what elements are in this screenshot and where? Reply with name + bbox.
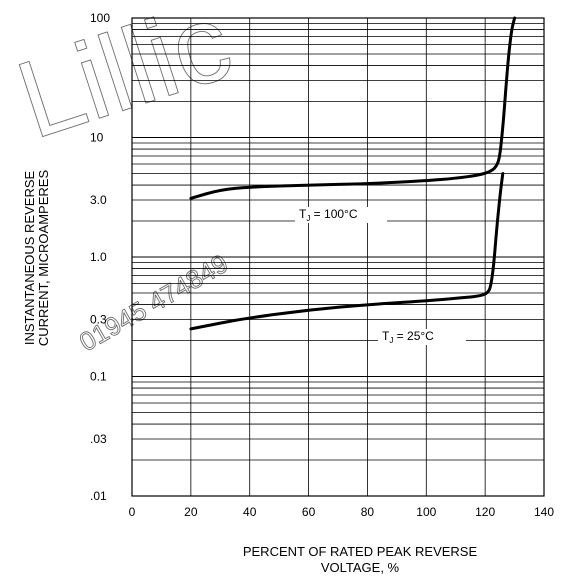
- label-100c: TJ = 100°C: [299, 207, 358, 223]
- annotations: TJ = 100°C TJ = 25°C: [295, 207, 466, 345]
- x-tick-label: 20: [184, 505, 198, 519]
- label-25c: TJ = 25°C: [382, 329, 434, 345]
- x-tick-label: 120: [475, 505, 495, 519]
- label-25c-box: [378, 329, 466, 345]
- curve-25c: [189, 172, 505, 331]
- y-tick-label: 0.1: [90, 370, 107, 384]
- x-tick-label: 140: [534, 505, 554, 519]
- y-tick-label: 3.0: [90, 193, 107, 207]
- y-tick-label: 10: [90, 131, 104, 145]
- y-tick-label: 0.3: [90, 312, 107, 326]
- x-tick-labels: 0 20 40 60 80 100 120 140: [129, 505, 555, 519]
- x-tick-label: 40: [243, 505, 257, 519]
- y-tick-label: 1.0: [90, 250, 107, 264]
- y-tick-label: .01: [90, 489, 107, 503]
- x-tick-label: 60: [302, 505, 316, 519]
- x-axis-label-line2: VOLTAGE, %: [321, 560, 400, 575]
- y-axis-label-line2: CURRENT, MICROAMPERES: [36, 170, 51, 347]
- y-axis-label-line1: INSTANTANEOUS REVERSE: [22, 171, 37, 346]
- curve-100c: [189, 16, 517, 200]
- x-axis-label-line1: PERCENT OF RATED PEAK REVERSE: [243, 544, 478, 559]
- y-tick-labels: .01 .03 0.1 0.3 1.0 3.0 10 100: [90, 11, 110, 503]
- label-100c-box: [295, 207, 387, 223]
- curves: [189, 16, 517, 331]
- y-tick-label: .03: [90, 432, 107, 446]
- plot-frame: [131, 17, 545, 497]
- x-tick-label: 80: [361, 505, 375, 519]
- y-tick-label: 100: [90, 11, 110, 25]
- x-tick-label: 100: [416, 505, 436, 519]
- x-tick-label: 0: [129, 505, 136, 519]
